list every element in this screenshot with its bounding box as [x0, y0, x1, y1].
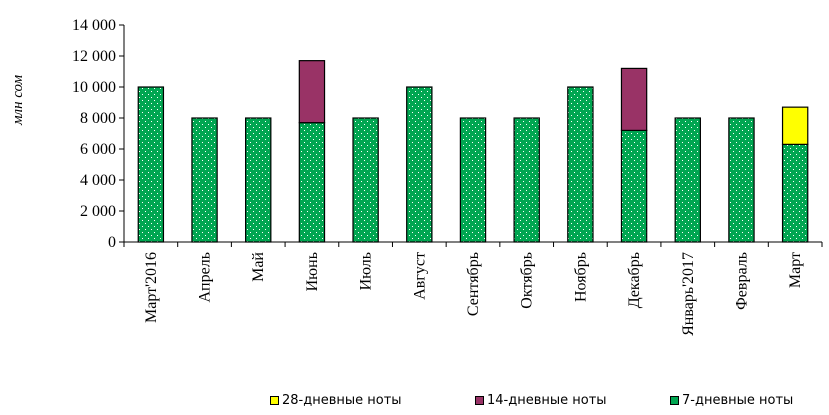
x-tick-label: Март'2016 — [143, 252, 160, 323]
legend: 28-дневные ноты 14-дневные ноты 7-дневны… — [0, 393, 829, 413]
bar-segment-7 — [245, 117, 272, 243]
y-tick-label: 6 000 — [80, 141, 116, 158]
bar-segment-7 — [620, 129, 648, 243]
x-tick-label: Июнь — [304, 252, 321, 291]
x-tick-label: Октябрь — [519, 252, 536, 309]
bar-segment-7 — [406, 86, 433, 243]
bar-segment-14 — [620, 67, 648, 132]
bar-segment-7 — [191, 117, 218, 243]
x-tick-label: Ноябрь — [572, 252, 589, 302]
bar-segment-7 — [137, 86, 165, 243]
legend-item-28: 28-дневные ноты — [270, 393, 402, 408]
x-tick-label: Декабрь — [626, 252, 643, 308]
bar-segment-7 — [459, 117, 487, 243]
bar-segment-7 — [674, 117, 701, 243]
y-tick-label: 4 000 — [80, 172, 116, 189]
bar-segment-7 — [513, 117, 540, 243]
bar-segment-28 — [781, 106, 809, 145]
legend-swatch-14 — [475, 396, 484, 405]
bar-segment-7 — [567, 86, 594, 243]
legend-item-7: 7-дневные ноты — [670, 393, 793, 408]
x-tick-label: Январь'2017 — [680, 252, 697, 336]
y-tick-label: 10 000 — [72, 79, 116, 96]
bar-segment-7 — [781, 143, 809, 243]
x-tick-label: Август — [411, 252, 428, 300]
x-tick-label: Июль — [358, 252, 375, 290]
y-tick-label: 0 — [108, 234, 116, 251]
bar-segment-7 — [298, 122, 326, 243]
y-tick-label: 12 000 — [72, 48, 116, 65]
legend-item-14: 14-дневные ноты — [475, 393, 607, 408]
x-tick-label: Февраль — [733, 252, 750, 310]
bar-segment-7 — [728, 117, 755, 243]
plot-area: 0 2 000 4 000 6 000 8 000 10 000 12 000 14 000 М… — [72, 17, 823, 336]
x-tick-label: Сентябрь — [465, 252, 482, 316]
y-tick-label: 8 000 — [80, 110, 116, 127]
legend-label-7: 7-дневные ноты — [682, 393, 794, 408]
bar-segment-14 — [298, 60, 326, 124]
y-axis-title: млн сом — [10, 75, 26, 127]
y-tick-label: 14 000 — [72, 17, 116, 34]
bar-segment-7 — [352, 117, 379, 243]
y-tick-label: 2 000 — [80, 203, 116, 220]
chart: млн сом 0 2 000 4 000 6 000 8 000 10 000 12 00… — [10, 17, 823, 336]
x-tick-label: Май — [250, 252, 267, 282]
x-tick-label: Март — [787, 252, 804, 288]
legend-swatch-7 — [670, 396, 679, 405]
legend-swatch-28 — [270, 396, 279, 405]
legend-label-14: 14-дневные ноты — [487, 393, 607, 408]
x-tick-label: Апрель — [197, 252, 214, 303]
legend-label-28: 28-дневные ноты — [282, 393, 402, 408]
